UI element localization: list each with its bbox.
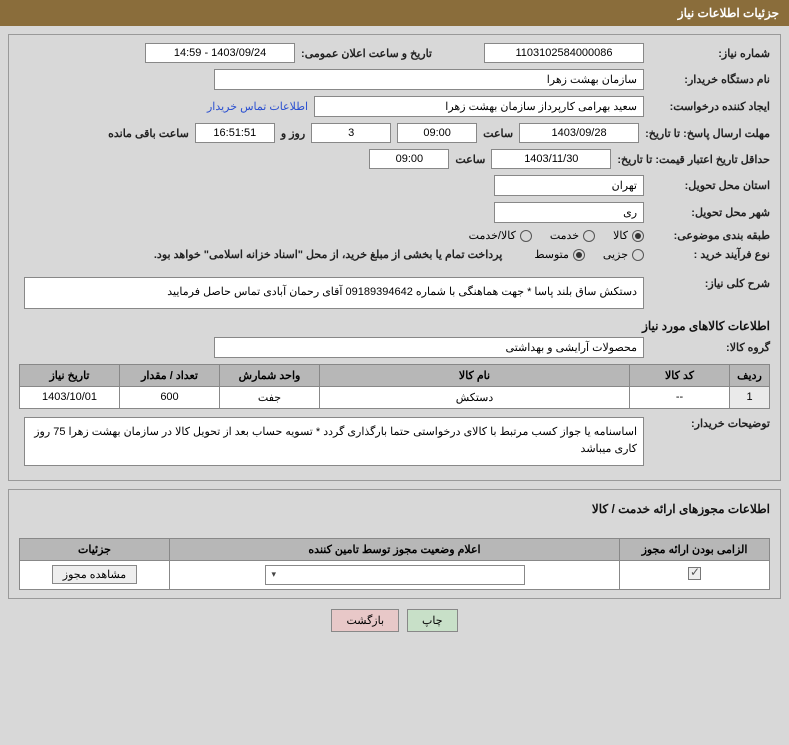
remaining-label: ساعت باقی مانده	[108, 127, 189, 140]
validity-date: 1403/11/30	[491, 149, 611, 169]
back-button[interactable]: بازگشت	[331, 609, 399, 632]
desc-value: دستکش ساق بلند پاسا * جهت هماهنگی با شما…	[24, 277, 644, 309]
goods-info-title: اطلاعات کالاهای مورد نیاز	[19, 315, 770, 337]
th-date: تاریخ نیاز	[20, 364, 120, 386]
deadline-label: مهلت ارسال پاسخ: تا تاریخ:	[645, 127, 770, 140]
permit-row: ▾ مشاهده مجوز	[20, 560, 770, 589]
category-radio-group: کالا خدمت کالا/خدمت	[469, 229, 644, 242]
cell-date: 1403/10/01	[20, 386, 120, 408]
countdown: 16:51:51	[195, 123, 275, 143]
radio-service-label: خدمت	[550, 229, 579, 242]
buyer-note-value: اساسنامه یا جواز کسب مرتبط با کالای درخو…	[24, 417, 644, 466]
process-radio-group: جزیی متوسط	[534, 248, 644, 261]
cell-code: --	[630, 386, 730, 408]
th-unit: واحد شمارش	[220, 364, 320, 386]
permit-status-cell: ▾	[170, 560, 620, 589]
radio-small-label: جزیی	[603, 248, 628, 261]
th-idx: ردیف	[730, 364, 770, 386]
cell-idx: 1	[730, 386, 770, 408]
validity-label: حداقل تاریخ اعتبار قیمت: تا تاریخ:	[617, 153, 770, 166]
radio-both[interactable]	[520, 230, 532, 242]
hour-label-1: ساعت	[483, 127, 513, 140]
page-header: جزئیات اطلاعات نیاز	[0, 0, 789, 26]
radio-small[interactable]	[632, 249, 644, 261]
buyer-org-value: سازمان بهشت زهرا	[214, 69, 644, 90]
buyer-contact-link[interactable]: اطلاعات تماس خریدار	[207, 100, 308, 113]
need-no-label: شماره نیاز:	[650, 47, 770, 60]
radio-service[interactable]	[583, 230, 595, 242]
city-label: شهر محل تحویل:	[650, 206, 770, 219]
days-and-label: روز و	[281, 127, 305, 140]
days-remaining: 3	[311, 123, 391, 143]
desc-label: شرح کلی نیاز:	[650, 277, 770, 290]
permits-title: اطلاعات مجوزهای ارائه خدمت / کالا	[19, 498, 770, 520]
payment-note: پرداخت تمام یا بخشی از مبلغ خرید، از محل…	[154, 248, 502, 261]
permits-table: الزامی بودن ارائه مجوز اعلام وضعیت مجوز …	[19, 538, 770, 590]
province-label: استان محل تحویل:	[650, 179, 770, 192]
group-value: محصولات آرایشی و بهداشتی	[214, 337, 644, 358]
radio-goods-label: کالا	[613, 229, 628, 242]
radio-medium[interactable]	[573, 249, 585, 261]
permits-panel: اطلاعات مجوزهای ارائه خدمت / کالا الزامی…	[8, 489, 781, 599]
cell-unit: جفت	[220, 386, 320, 408]
main-panel: شماره نیاز: 1103102584000086 تاریخ و ساع…	[8, 34, 781, 481]
announce-label: تاریخ و ساعت اعلان عمومی:	[301, 47, 432, 60]
city-value: ری	[494, 202, 644, 223]
requester-label: ایجاد کننده درخواست:	[650, 100, 770, 113]
process-label: نوع فرآیند خرید :	[650, 248, 770, 261]
goods-table: ردیف کد کالا نام کالا واحد شمارش تعداد /…	[19, 364, 770, 409]
deadline-date: 1403/09/28	[519, 123, 639, 143]
validity-time: 09:00	[369, 149, 449, 169]
buyer-note-label: توضیحات خریدار:	[650, 417, 770, 430]
th-status: اعلام وضعیت مجوز توسط تامین کننده	[170, 538, 620, 560]
table-row: 1 -- دستکش جفت 600 1403/10/01	[20, 386, 770, 408]
page-title: جزئیات اطلاعات نیاز	[678, 6, 779, 20]
radio-medium-label: متوسط	[534, 248, 569, 261]
permit-details-cell: مشاهده مجوز	[20, 560, 170, 589]
th-name: نام کالا	[320, 364, 630, 386]
cell-name: دستکش	[320, 386, 630, 408]
th-qty: تعداد / مقدار	[120, 364, 220, 386]
print-button[interactable]: چاپ	[407, 609, 458, 632]
th-code: کد کالا	[630, 364, 730, 386]
hour-label-2: ساعت	[455, 153, 485, 166]
deadline-time: 09:00	[397, 123, 477, 143]
th-required: الزامی بودن ارائه مجوز	[620, 538, 770, 560]
action-buttons: چاپ بازگشت	[0, 609, 789, 632]
radio-goods[interactable]	[632, 230, 644, 242]
view-permit-button[interactable]: مشاهده مجوز	[52, 565, 137, 584]
permit-required-cell	[620, 560, 770, 589]
permit-required-checkbox[interactable]	[688, 567, 701, 580]
radio-both-label: کالا/خدمت	[469, 229, 516, 242]
permit-status-select[interactable]: ▾	[265, 565, 525, 585]
cell-qty: 600	[120, 386, 220, 408]
announce-value: 1403/09/24 - 14:59	[145, 43, 295, 63]
need-no-value: 1103102584000086	[484, 43, 644, 63]
chevron-down-icon: ▾	[272, 569, 277, 580]
group-label: گروه کالا:	[650, 341, 770, 354]
th-details: جزئیات	[20, 538, 170, 560]
province-value: تهران	[494, 175, 644, 196]
category-label: طبقه بندی موضوعی:	[650, 229, 770, 242]
requester-value: سعید بهرامی کارپرداز سازمان بهشت زهرا	[314, 96, 644, 117]
buyer-org-label: نام دستگاه خریدار:	[650, 73, 770, 86]
